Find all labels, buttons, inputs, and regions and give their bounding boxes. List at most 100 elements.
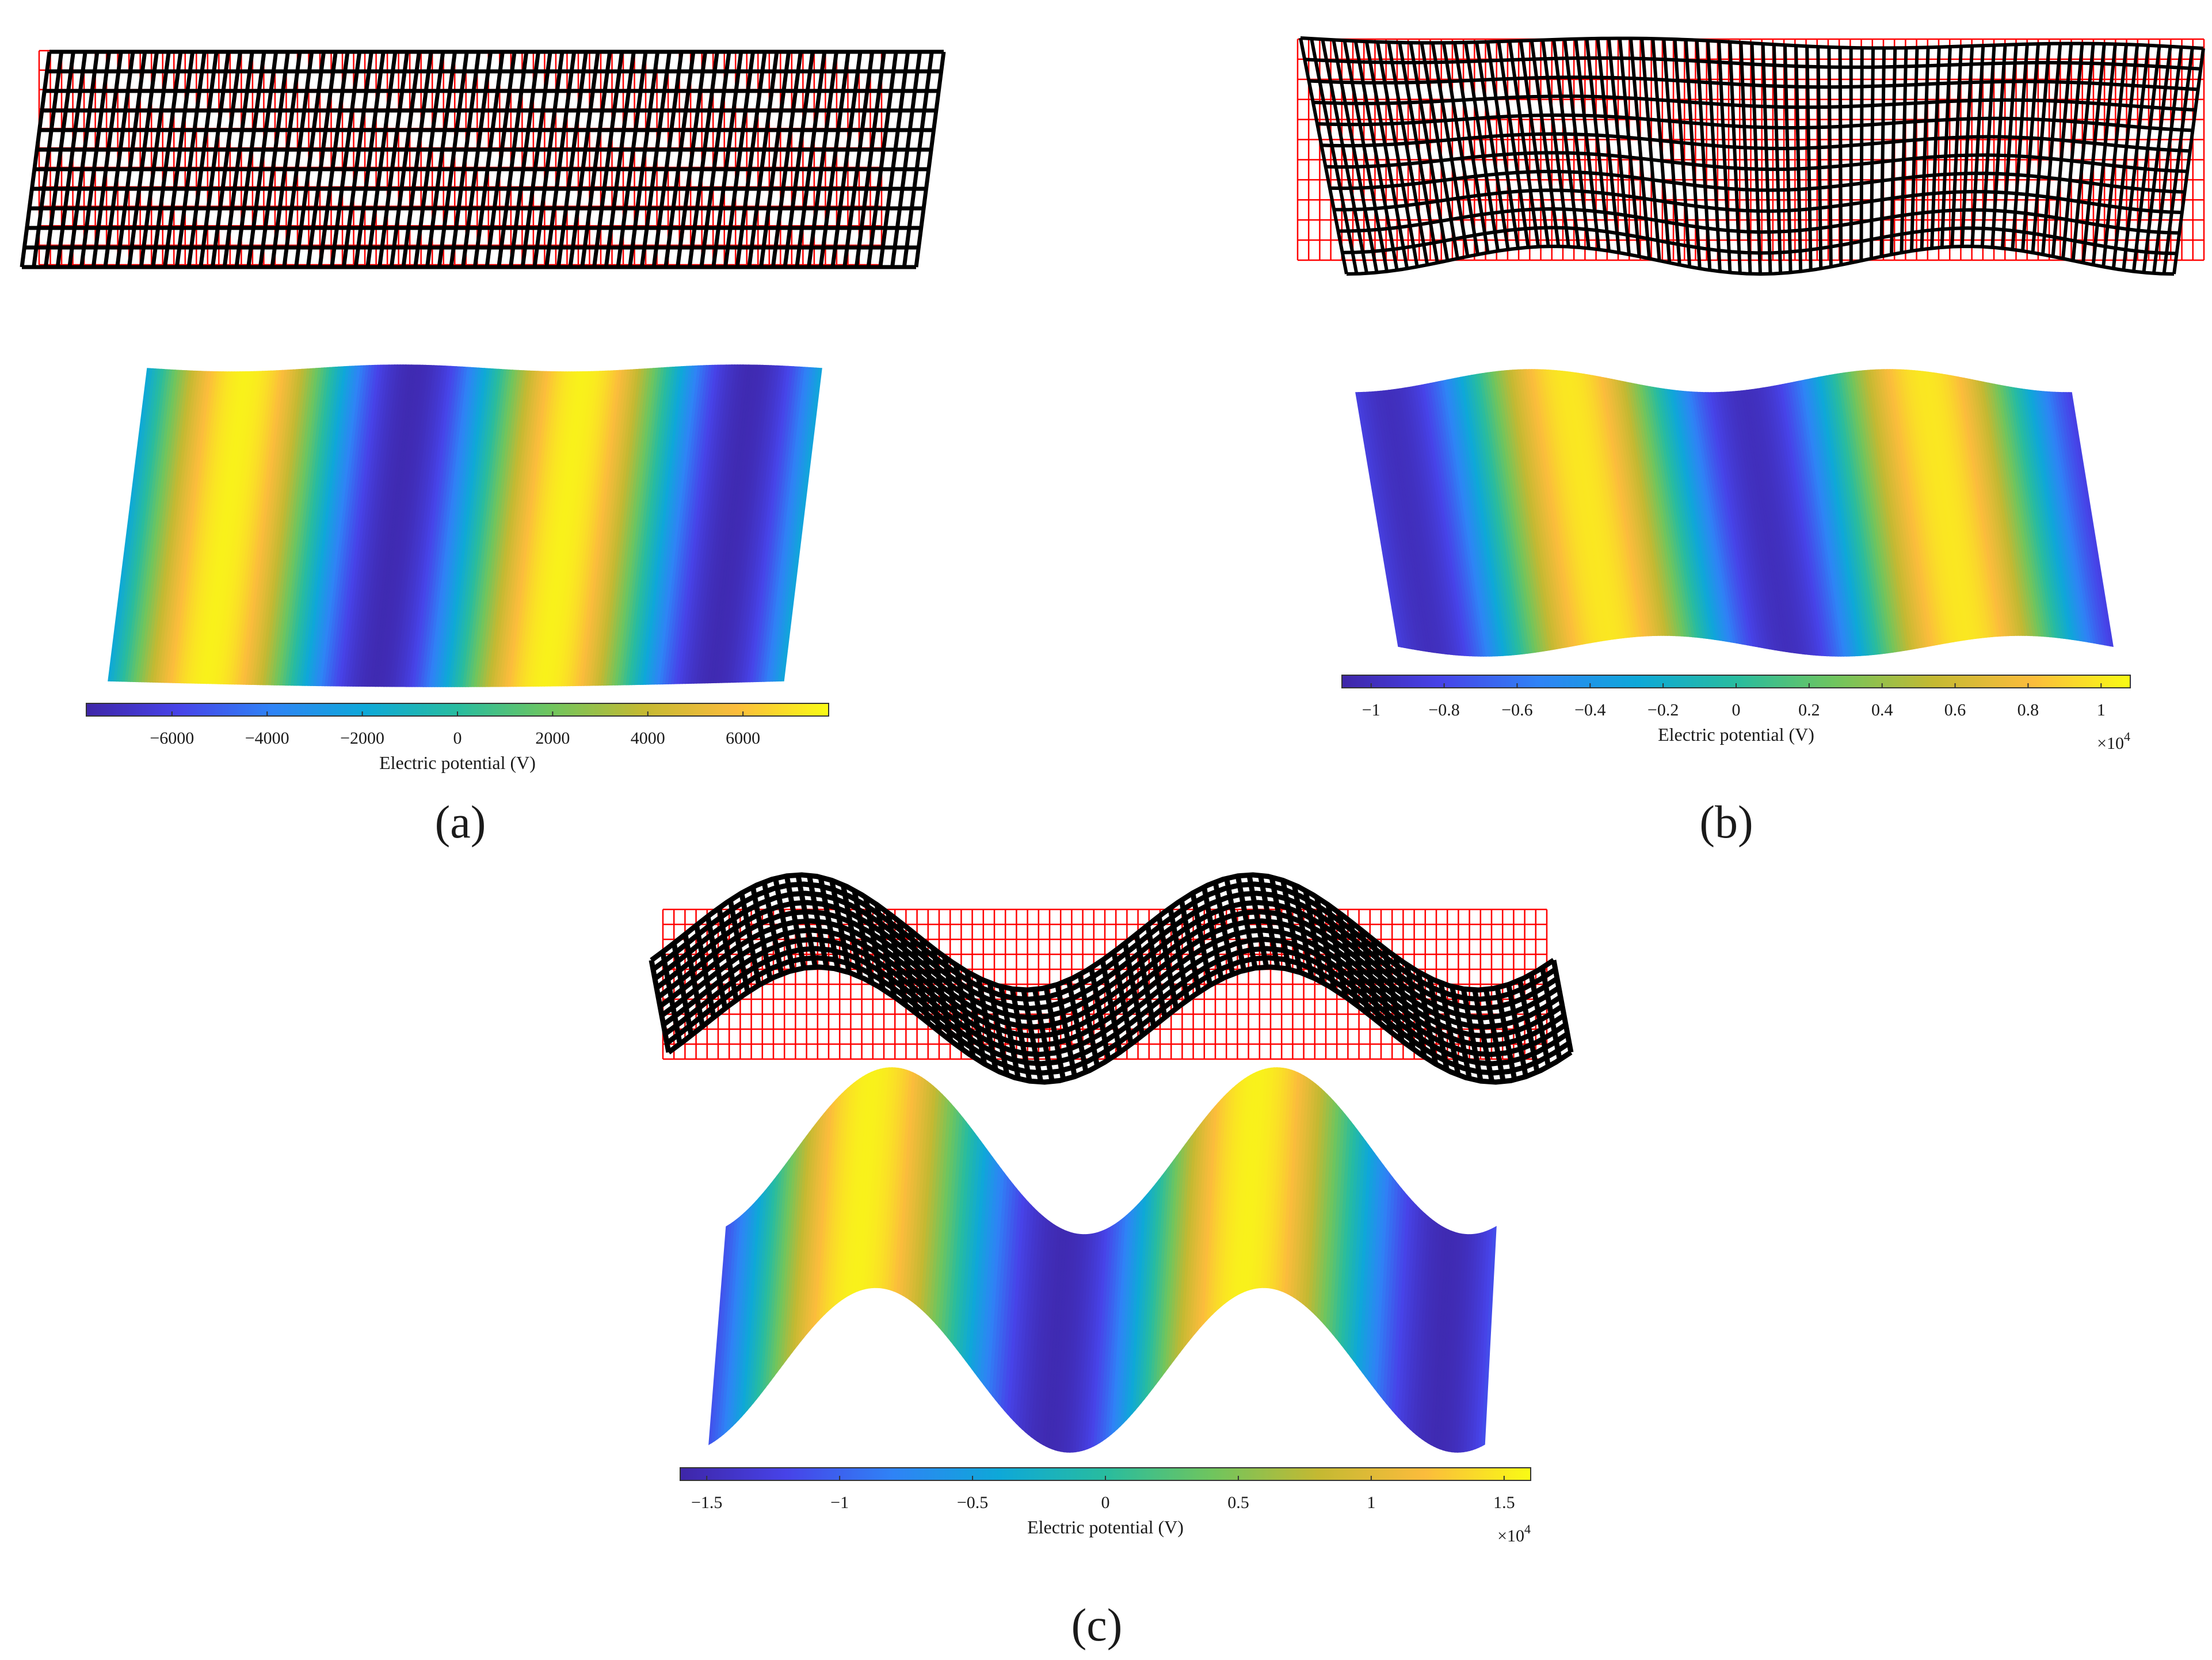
deformed-mesh-column	[998, 986, 1021, 1079]
colorbar-tick-label: 1	[1367, 1493, 1375, 1512]
deformed-mesh-column	[964, 971, 987, 1065]
deformed-mesh-column	[1310, 38, 1359, 275]
deformed-mesh-column	[20, 51, 52, 268]
deformed-mesh-column	[1728, 41, 1742, 274]
deformed-mesh-column	[1122, 942, 1145, 1036]
colorbar-tick-label: 1.5	[1493, 1493, 1515, 1512]
deformed-mesh-column	[1427, 977, 1450, 1071]
deformed-mesh-column	[914, 51, 946, 268]
deformed-mesh-column	[671, 942, 694, 1036]
deformed-mesh-column	[1246, 874, 1269, 968]
deformed-mesh-column	[389, 51, 421, 268]
deformed-mesh-column	[735, 51, 767, 268]
deformed-mesh-column	[2142, 46, 2172, 273]
deformed-mesh	[1299, 36, 2205, 276]
colorbar-tick-label: −1	[830, 1493, 849, 1512]
deformed-mesh-column	[246, 51, 279, 268]
deformed-mesh-column	[1805, 46, 1813, 271]
deformed-mesh-column	[628, 51, 660, 268]
deformed-mesh-column	[1910, 47, 1919, 252]
colorbar-tick-label: 2000	[535, 729, 570, 748]
deformed-mesh-column	[1404, 964, 1427, 1058]
deformed-mesh-column	[1859, 48, 1864, 261]
deformed-mesh-column	[1370, 939, 1393, 1033]
deformed-mesh-column	[2091, 44, 2117, 265]
deformed-mesh-column	[693, 924, 716, 1018]
deformed-mesh-column	[1827, 47, 1833, 267]
deformed-mesh-column	[1869, 48, 1875, 259]
deformed-mesh-column	[1359, 930, 1382, 1023]
deformed-mesh-column	[1398, 42, 1439, 264]
deformed-mesh-column	[604, 51, 636, 268]
deformed-mesh-column	[1321, 39, 1369, 274]
deformed-mesh-column	[2081, 43, 2106, 263]
deformed-mesh-column	[1950, 46, 1963, 247]
deformed-mesh-column	[449, 51, 481, 268]
deformed-mesh-column	[472, 51, 505, 268]
deformed-mesh-column	[1303, 890, 1326, 983]
deformed-mesh-column	[1235, 875, 1258, 969]
colorbar-exponent: ×104	[1497, 1522, 1531, 1545]
deformed-mesh-column	[306, 51, 338, 268]
deformed-mesh-column	[1201, 886, 1224, 980]
deformed-mesh-column	[795, 874, 818, 968]
deformed-mesh-column	[103, 51, 135, 268]
deformed-mesh-column	[783, 51, 815, 268]
deformed-mesh-column	[1900, 48, 1908, 253]
deformed-mesh-column	[43, 51, 75, 268]
panel-b: −1 −0.8 −0.6 −0.4 −0.2 0 0.2 0.4 0.6 0.8 1 Electric…	[1296, 36, 2205, 848]
deformed-mesh-column	[750, 886, 773, 980]
deformed-mesh-column	[919, 939, 942, 1033]
deformed-mesh-column	[461, 51, 493, 268]
panel-b-label: (b)	[1699, 797, 1753, 848]
deformed-mesh-column	[1156, 916, 1179, 1009]
deformed-mesh-column	[699, 51, 731, 268]
deformed-mesh-column	[1551, 960, 1574, 1053]
deformed-mesh-column	[2111, 44, 2139, 269]
deformed-mesh-column	[1494, 987, 1517, 1080]
deformed-mesh-column	[1257, 874, 1280, 968]
colorbar-tick-label: −0.8	[1428, 700, 1459, 719]
deformed-mesh-column	[795, 51, 827, 268]
deformed-mesh-column	[1291, 884, 1314, 978]
deformed-mesh-column	[294, 51, 326, 268]
deformed-mesh-column	[151, 51, 183, 268]
colorbar-title: Electric potential (V)	[1027, 1517, 1184, 1537]
deformed-mesh-column	[987, 982, 1010, 1076]
colorbar-tick-label: −1.5	[691, 1493, 722, 1512]
panel-c-potential-field	[708, 1067, 1497, 1453]
deformed-mesh-column	[1325, 904, 1348, 997]
deformed-mesh-column	[318, 51, 350, 268]
deformed-mesh-column	[1438, 982, 1461, 1076]
deformed-mesh-column	[840, 884, 863, 978]
deformed-mesh-column	[79, 51, 112, 268]
deformed-mesh-column	[784, 875, 807, 969]
deformed-mesh-column	[2122, 45, 2150, 271]
deformed-mesh-column	[139, 51, 171, 268]
deformed-mesh-column	[556, 51, 588, 268]
deformed-mesh-column	[1940, 47, 1952, 248]
deformed-mesh-column	[1695, 40, 1712, 271]
deformed-mesh-column	[1519, 40, 1550, 247]
deformed-mesh-column	[723, 51, 755, 268]
deformed-mesh-column	[1409, 42, 1450, 261]
deformed-mesh-column	[1640, 38, 1661, 261]
deformed-mesh-column	[1464, 42, 1500, 252]
deformed-mesh-column	[1717, 41, 1732, 273]
deformed-mesh-column	[270, 51, 302, 268]
deformed-mesh-column	[1483, 989, 1506, 1083]
deformed-mesh-column	[711, 51, 743, 268]
deformed-mesh-column	[1517, 979, 1540, 1073]
deformed-mesh-column	[1761, 44, 1772, 274]
panel-a-label: (a)	[435, 797, 486, 848]
deformed-mesh-column	[1596, 38, 1621, 253]
deformed-mesh-column	[1838, 47, 1843, 265]
deformed-mesh-column	[127, 51, 159, 268]
deformed-mesh-column	[2000, 44, 2018, 249]
colorbar-tick-label: 0	[1101, 1493, 1110, 1512]
colorbar-tick-label: 0.8	[2018, 700, 2039, 719]
deformed-mesh-column	[544, 51, 577, 268]
deformed-mesh-column	[830, 51, 863, 268]
deformed-mesh-column	[2152, 47, 2183, 274]
